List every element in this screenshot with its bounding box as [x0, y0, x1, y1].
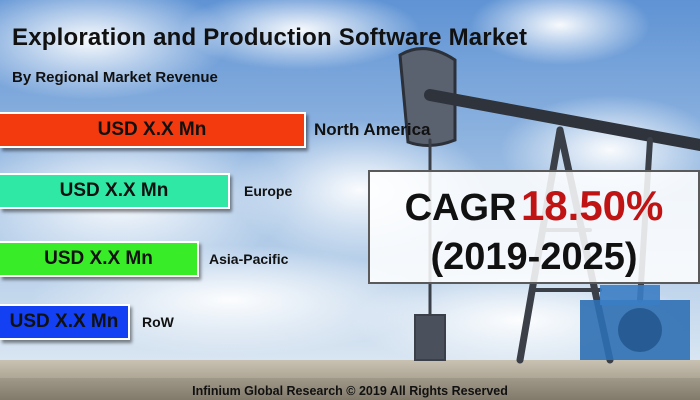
bar-value-label: USD X.X Mn [97, 119, 207, 140]
bar-value-label: USD X.X Mn [44, 248, 153, 269]
bar-row: USD X.X Mn [0, 304, 130, 340]
category-label-asia-pacific: Asia-Pacific [209, 250, 289, 267]
cagr-period: (2019-2025) [430, 236, 638, 278]
bar-north-america: USD X.X Mn [0, 112, 306, 148]
bar-asia-pacific: USD X.X Mn [0, 241, 199, 277]
bar-europe: USD X.X Mn [0, 173, 230, 209]
copyright-footer: Infinium Global Research © 2019 All Righ… [192, 384, 508, 398]
category-label-row: RoW [142, 313, 174, 330]
chart-subtitle: By Regional Market Revenue [12, 69, 218, 86]
cagr-value: 18.50% [520, 182, 664, 229]
category-label-europe: Europe [244, 182, 293, 199]
chart-title: Exploration and Production Software Mark… [12, 24, 528, 51]
cagr-box: CAGR 18.50% (2019-2025) [368, 170, 700, 284]
cagr-label: CAGR [404, 187, 517, 229]
cagr-line: CAGR 18.50% [370, 182, 698, 230]
bar-value-label: USD X.X Mn [59, 180, 169, 201]
category-label-north-america: North America [314, 119, 431, 139]
bar-value-label: USD X.X Mn [9, 311, 119, 332]
